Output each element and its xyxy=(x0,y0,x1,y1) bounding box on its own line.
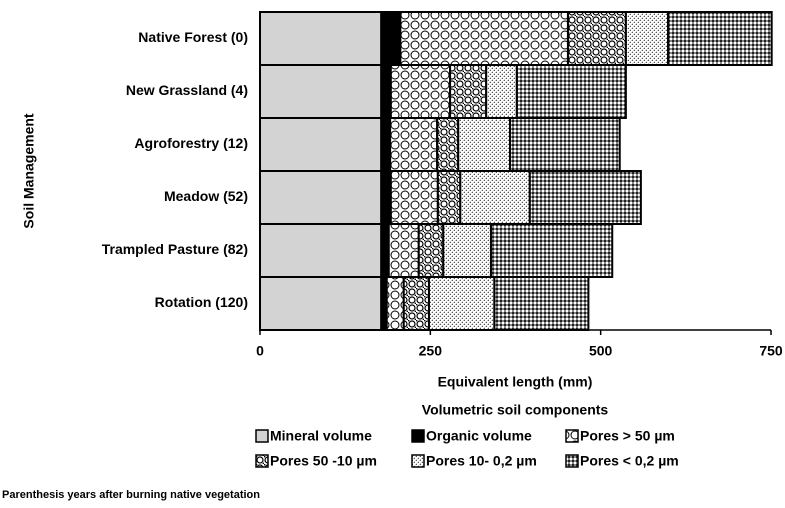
x-tick-label: 0 xyxy=(256,343,264,359)
x-axis-label: Equivalent length (mm) xyxy=(438,374,593,390)
bar-segment xyxy=(449,64,488,119)
y-tick-label: Native Forest (0) xyxy=(138,29,248,45)
bar-segment xyxy=(389,64,452,119)
y-tick-label: Rotation (120) xyxy=(155,294,248,310)
bar-segment xyxy=(259,276,383,331)
legend-swatch xyxy=(411,454,425,468)
legend-label: Pores > 50 µm xyxy=(580,428,675,444)
y-axis-label: Soil Management xyxy=(21,113,37,228)
legend-title: Volumetric soil components xyxy=(422,402,609,418)
bar-segment xyxy=(259,223,383,278)
y-tick-label: Meadow (52) xyxy=(164,188,248,204)
x-tick-label: 500 xyxy=(589,343,613,359)
bar-segment xyxy=(380,117,392,172)
note: Parenthesis years after burning native v… xyxy=(2,489,260,501)
legend-swatch xyxy=(411,429,425,443)
bar-segment xyxy=(528,170,642,225)
bar-segment xyxy=(493,276,590,331)
bar-segment xyxy=(436,117,460,172)
legend-swatch xyxy=(565,429,579,443)
bar-segment xyxy=(442,223,492,278)
legend-label: Mineral volume xyxy=(270,428,372,444)
bar-segment xyxy=(380,170,392,225)
bar-segment xyxy=(380,223,390,278)
bar-segment xyxy=(399,11,569,66)
bar-segment xyxy=(385,276,405,331)
bar-segment xyxy=(509,117,621,172)
legend-swatch xyxy=(255,454,269,468)
bar-segment xyxy=(485,64,518,119)
legend-swatch xyxy=(565,454,579,468)
legend-label: Pores 10- 0,2 µm xyxy=(426,453,537,469)
bar-segment xyxy=(389,117,439,172)
bar-segment xyxy=(259,64,383,119)
bar-segment xyxy=(566,11,627,66)
bar-segment xyxy=(489,223,614,278)
bar-segment xyxy=(259,11,383,66)
bar-segment xyxy=(436,170,462,225)
bar-segment xyxy=(259,170,383,225)
bar-segment xyxy=(417,223,445,278)
legend-label: Pores 50 -10 µm xyxy=(270,453,377,469)
bar-segment xyxy=(427,276,496,331)
bar-segment xyxy=(624,11,670,66)
bar-segment xyxy=(259,117,383,172)
bar-segment xyxy=(459,170,531,225)
y-tick-label: New Grassland (4) xyxy=(126,82,248,98)
legend-label: Organic volume xyxy=(426,428,532,444)
bar-segment xyxy=(380,11,402,66)
y-tick-label: Trampled Pasture (82) xyxy=(102,241,248,257)
legend-swatch xyxy=(255,429,269,443)
bar-segment xyxy=(515,64,627,119)
x-tick-label: 750 xyxy=(759,343,783,359)
bar-segment xyxy=(387,223,420,278)
bar-segment xyxy=(380,64,392,119)
bar-segment xyxy=(457,117,512,172)
bar-segment xyxy=(667,11,773,66)
x-tick-label: 250 xyxy=(419,343,443,359)
bar-segment xyxy=(402,276,430,331)
legend-label: Pores < 0,2 µm xyxy=(580,453,679,469)
y-tick-label: Agroforestry (12) xyxy=(134,135,248,151)
bar-segment xyxy=(389,170,439,225)
